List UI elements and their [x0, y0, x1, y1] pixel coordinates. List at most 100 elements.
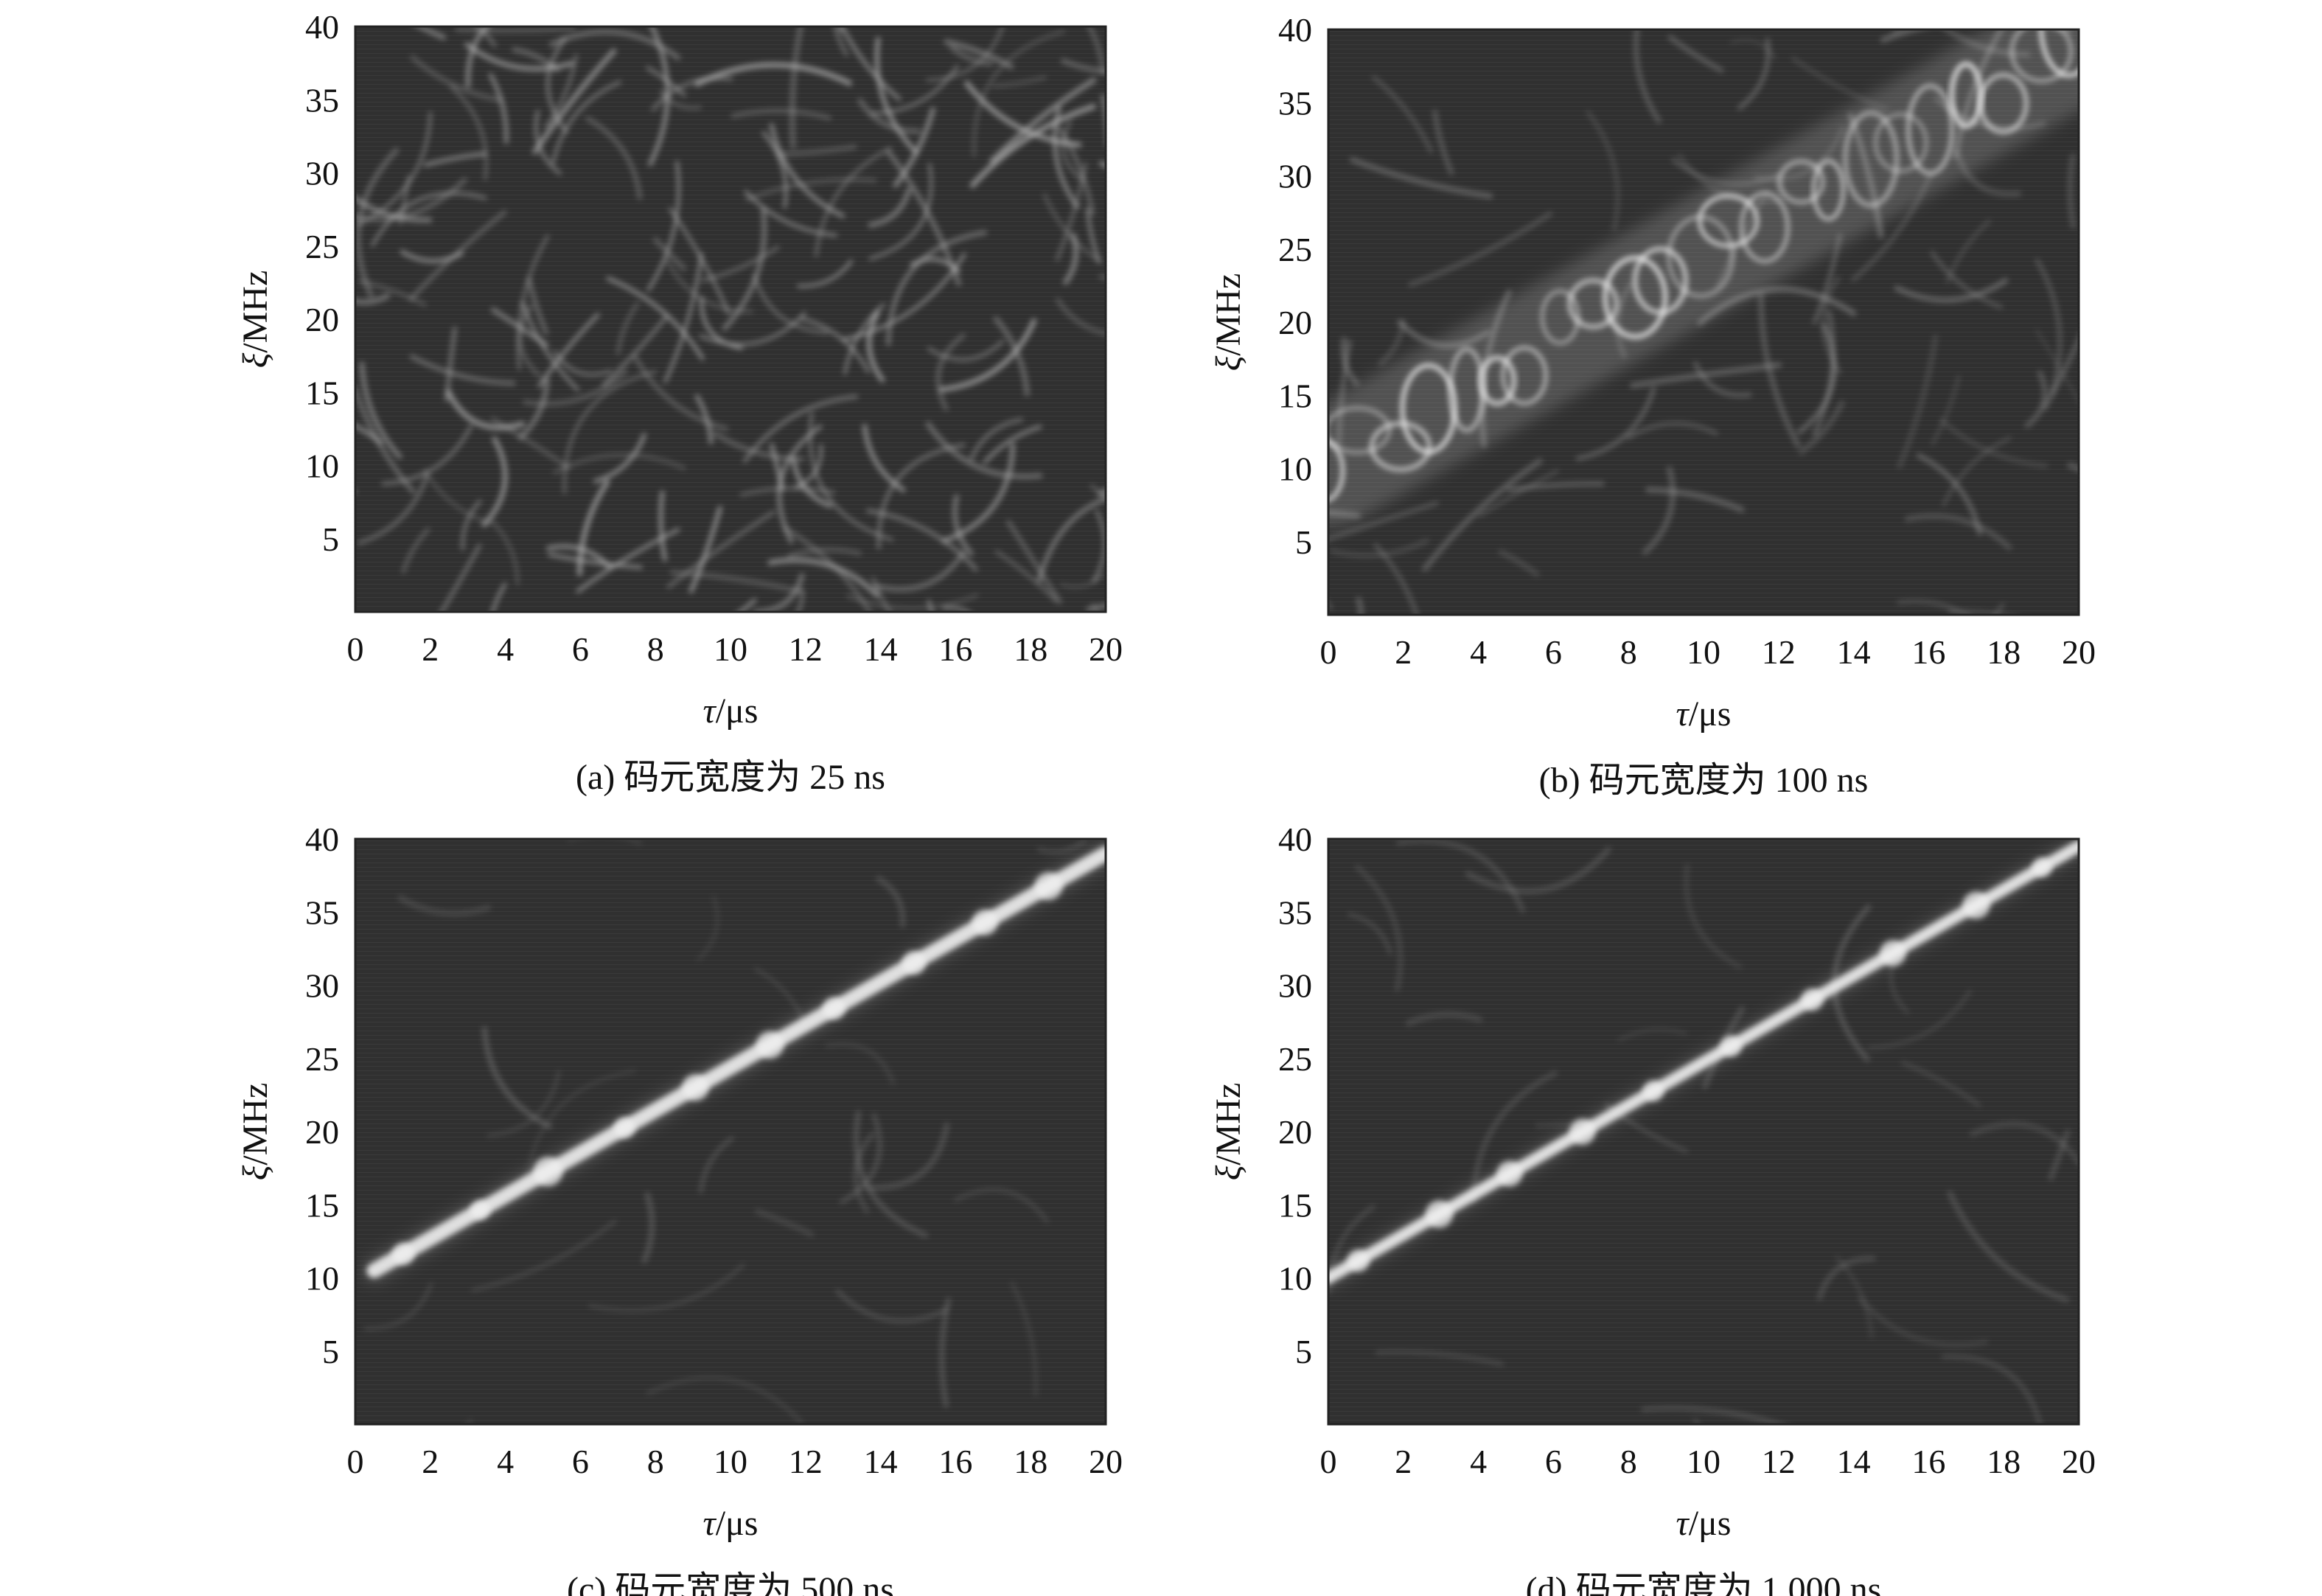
y-tick-label: 25 [1278, 231, 1312, 268]
x-tick-label: 10 [1687, 1443, 1720, 1480]
x-tick-label: 14 [864, 630, 898, 668]
ridge-node [1034, 872, 1063, 900]
ridge-node [972, 910, 998, 935]
clutter-curve [742, 394, 858, 464]
clutter-curve [1729, 39, 1777, 60]
clutter-curve [769, 123, 846, 219]
clutter-curve [1349, 156, 1493, 199]
clutter-curve [2035, 328, 2079, 404]
y-tick-label: 20 [1278, 1113, 1312, 1151]
x-tick-label: 16 [1911, 1443, 1945, 1480]
ridge-loop [1328, 439, 1345, 502]
clutter-curve [843, 302, 885, 375]
y-tick-label: 30 [305, 155, 339, 192]
x-axis-label: τ/μs [1676, 694, 1732, 733]
panel-caption: (b) 码元宽度为 100 ns [1539, 761, 1869, 800]
y-tick-label: 5 [1295, 523, 1312, 561]
clutter-curve [972, 29, 1065, 158]
clutter-curve [868, 187, 912, 228]
ridge-loop [1812, 159, 1845, 221]
clutter-curve [1507, 481, 1605, 492]
clutter-curve [1684, 863, 1743, 970]
y-tick-label: 35 [305, 81, 339, 119]
x-tick-label: 0 [347, 630, 364, 668]
x-axis-unit: /μs [716, 691, 759, 731]
x-tick-label: 10 [714, 630, 747, 668]
clutter-curve [1087, 27, 1106, 74]
x-tick-label: 2 [422, 630, 439, 668]
x-axis-label: τ/μs [703, 1504, 759, 1543]
clutter-curve [2035, 257, 2063, 395]
ridge-node [614, 1117, 635, 1138]
ridge-node [1425, 1200, 1453, 1228]
clutter-curve [1097, 488, 1106, 497]
y-tick-label: 10 [305, 447, 339, 485]
clutter-curve [1894, 277, 2009, 303]
clutter-curve [1939, 418, 2049, 468]
y-tick-label: 15 [1278, 377, 1312, 414]
clutter-curve [777, 144, 857, 156]
ridge-loop [1400, 363, 1457, 454]
clutter-curve [892, 107, 936, 189]
y-tick-label: 35 [1278, 84, 1312, 122]
clutter-curve [546, 36, 569, 134]
ridge-loop [1501, 346, 1548, 405]
clutter-curve [1897, 334, 1939, 470]
clutter-curve [1812, 310, 1835, 436]
clutter-curve [355, 147, 400, 299]
plot-area [355, 27, 1106, 612]
ridge-node [470, 1200, 490, 1220]
x-tick-label: 4 [1470, 1443, 1487, 1480]
clutter-curve [992, 316, 1030, 397]
clutter-curve [537, 312, 601, 388]
clutter-curve [658, 490, 668, 562]
clutter-curve [1642, 465, 1676, 556]
clutter-curve [1036, 839, 1087, 854]
ridge-loop [1843, 110, 1900, 208]
clutter-curve [455, 27, 576, 32]
clutter-curve [2067, 462, 2079, 472]
plot-frame [1327, 28, 2080, 616]
x-tick-label: 18 [1987, 1443, 2021, 1480]
y-tick-label: 30 [305, 967, 339, 1005]
clutter-curve [632, 355, 729, 431]
clutter-curve [866, 310, 885, 383]
ridge-node [1962, 891, 1990, 919]
y-tick-label: 25 [305, 228, 339, 265]
ridge-loop [2038, 29, 2079, 78]
clutter-network [355, 27, 1106, 612]
clutter-curve [1471, 1070, 1558, 1203]
x-tick-label: 10 [1687, 633, 1720, 671]
clutter-curve [423, 152, 487, 167]
clutter-curve [1432, 109, 1454, 175]
panel-d: 0 2 4 6 8 10 12 14 16 18 20 5 10 15 20 25 30 35 40 τ/μs ξ/MH… [1209, 820, 2096, 1596]
y-tick-label: 40 [305, 8, 339, 46]
ridge-node [1880, 940, 1906, 966]
clutter-curve [461, 499, 482, 551]
clutter-curve [545, 544, 612, 568]
clutter-curve [1586, 110, 1620, 231]
clutter-curve [548, 552, 643, 569]
clutter-curve [401, 527, 430, 574]
clutter-curve [885, 149, 962, 287]
x-tick-label: 12 [789, 1443, 823, 1480]
x-axis-label: τ/μs [1676, 1504, 1732, 1543]
clutter-curve [397, 894, 492, 916]
clutter-curve [489, 519, 520, 585]
panel-a: 0 2 4 6 8 10 12 14 16 18 20 5 10 15 20 25 30 35 40 τ/μs ξ/MH… [236, 8, 1123, 797]
ridge-line [1328, 840, 2079, 1284]
ridge-loop [1478, 355, 1517, 406]
x-tick-label: 16 [1911, 633, 1945, 671]
ridge-loop [1777, 159, 1825, 204]
panel-b: 0 2 4 6 8 10 12 14 16 18 20 5 10 15 20 25 30 35 40 τ/μs ξ/MH… [1209, 11, 2096, 800]
clutter-curve [544, 54, 578, 129]
ridge-node [1496, 1160, 1523, 1187]
clutter-curve [523, 369, 629, 406]
x-tick-label: 12 [1762, 633, 1796, 671]
plot-frame [1327, 837, 2080, 1426]
x-tick-label: 6 [572, 630, 589, 668]
x-tick-label: 0 [347, 1443, 364, 1480]
clutter-curve [663, 252, 703, 384]
x-tick-label: 4 [1470, 633, 1487, 671]
clutter-curve [1575, 386, 1656, 461]
